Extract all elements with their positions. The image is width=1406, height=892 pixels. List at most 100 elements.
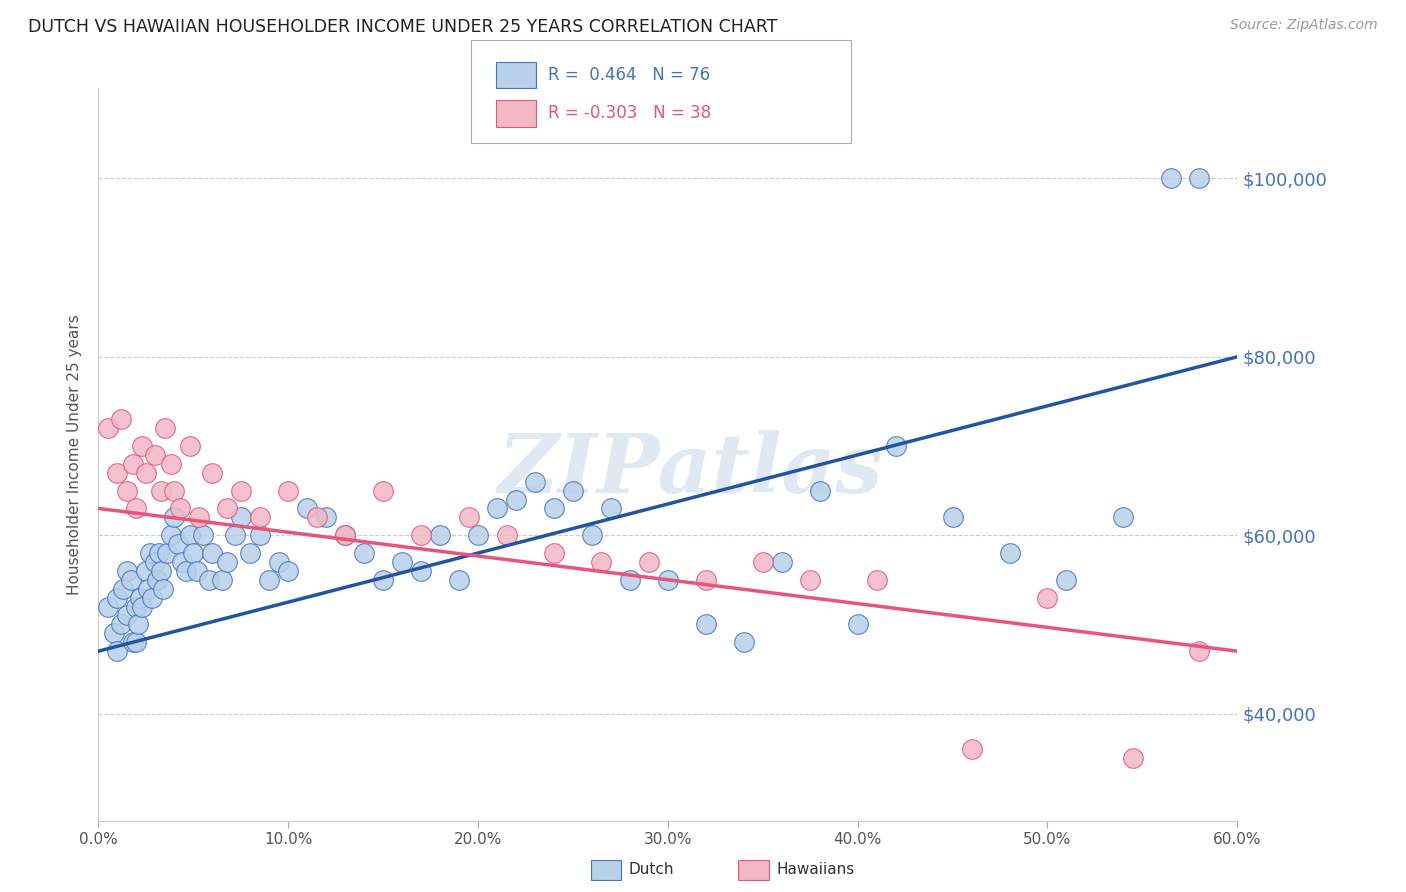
Point	[156, 546, 179, 560]
Point	[138, 546, 160, 560]
Point	[197, 573, 219, 587]
Text: R = -0.303   N = 38: R = -0.303 N = 38	[548, 104, 711, 122]
Point	[335, 528, 357, 542]
Point	[145, 555, 167, 569]
Point	[125, 635, 148, 649]
Text: Dutch: Dutch	[628, 863, 673, 877]
Point	[600, 501, 623, 516]
Point	[129, 591, 152, 605]
Point	[315, 510, 337, 524]
Point	[429, 528, 451, 542]
Point	[866, 573, 889, 587]
Point	[799, 573, 821, 587]
Point	[695, 573, 717, 587]
Point	[1056, 573, 1078, 587]
Point	[174, 564, 197, 578]
Point	[135, 564, 157, 578]
Point	[449, 573, 471, 587]
Point	[733, 635, 755, 649]
Point	[110, 412, 132, 426]
Text: Hawaiians: Hawaiians	[776, 863, 855, 877]
Point	[125, 599, 148, 614]
Point	[107, 466, 129, 480]
Point	[752, 555, 775, 569]
Point	[808, 483, 831, 498]
Text: DUTCH VS HAWAIIAN HOUSEHOLDER INCOME UNDER 25 YEARS CORRELATION CHART: DUTCH VS HAWAIIAN HOUSEHOLDER INCOME UND…	[28, 18, 778, 36]
Point	[191, 528, 214, 542]
Point	[391, 555, 413, 569]
Text: ZIPatlas: ZIPatlas	[498, 430, 883, 509]
Point	[229, 510, 252, 524]
Point	[115, 608, 138, 623]
Point	[136, 582, 159, 596]
Point	[1160, 171, 1182, 186]
Point	[1036, 591, 1059, 605]
Point	[1188, 644, 1211, 658]
Point	[371, 573, 394, 587]
Point	[188, 510, 211, 524]
Point	[411, 528, 433, 542]
Point	[657, 573, 679, 587]
Point	[267, 555, 290, 569]
Point	[486, 501, 509, 516]
Point	[277, 483, 299, 498]
Point	[495, 528, 517, 542]
Point	[960, 742, 983, 756]
Point	[97, 421, 120, 435]
Point	[201, 546, 224, 560]
Point	[524, 475, 547, 489]
Point	[131, 439, 153, 453]
Point	[150, 564, 173, 578]
Point	[505, 492, 527, 507]
Point	[217, 555, 239, 569]
Point	[148, 546, 170, 560]
Point	[249, 528, 271, 542]
Point	[127, 617, 149, 632]
Point	[229, 483, 252, 498]
Point	[153, 421, 176, 435]
Point	[543, 501, 565, 516]
Point	[638, 555, 661, 569]
Text: R =  0.464   N = 76: R = 0.464 N = 76	[548, 66, 710, 84]
Point	[371, 483, 394, 498]
Point	[695, 617, 717, 632]
Point	[135, 466, 157, 480]
Point	[224, 528, 246, 542]
Point	[201, 466, 224, 480]
Point	[103, 626, 125, 640]
Point	[619, 573, 641, 587]
Text: Source: ZipAtlas.com: Source: ZipAtlas.com	[1230, 18, 1378, 32]
Point	[411, 564, 433, 578]
Y-axis label: Householder Income Under 25 years: Householder Income Under 25 years	[67, 315, 83, 595]
Point	[305, 510, 328, 524]
Point	[150, 483, 173, 498]
Point	[179, 528, 201, 542]
Point	[884, 439, 907, 453]
Point	[107, 644, 129, 658]
Point	[120, 573, 142, 587]
Point	[146, 573, 169, 587]
Point	[581, 528, 603, 542]
Point	[115, 483, 138, 498]
Point	[1112, 510, 1135, 524]
Point	[1188, 171, 1211, 186]
Point	[115, 564, 138, 578]
Point	[239, 546, 262, 560]
Point	[335, 528, 357, 542]
Point	[259, 573, 281, 587]
Point	[112, 582, 135, 596]
Point	[152, 582, 174, 596]
Point	[183, 546, 205, 560]
Point	[125, 501, 148, 516]
Point	[591, 555, 613, 569]
Point	[159, 528, 181, 542]
Point	[1122, 751, 1144, 765]
Point	[141, 591, 163, 605]
Point	[353, 546, 375, 560]
Point	[186, 564, 208, 578]
Point	[277, 564, 299, 578]
Point	[179, 439, 201, 453]
Point	[121, 457, 143, 471]
Point	[107, 591, 129, 605]
Point	[770, 555, 793, 569]
